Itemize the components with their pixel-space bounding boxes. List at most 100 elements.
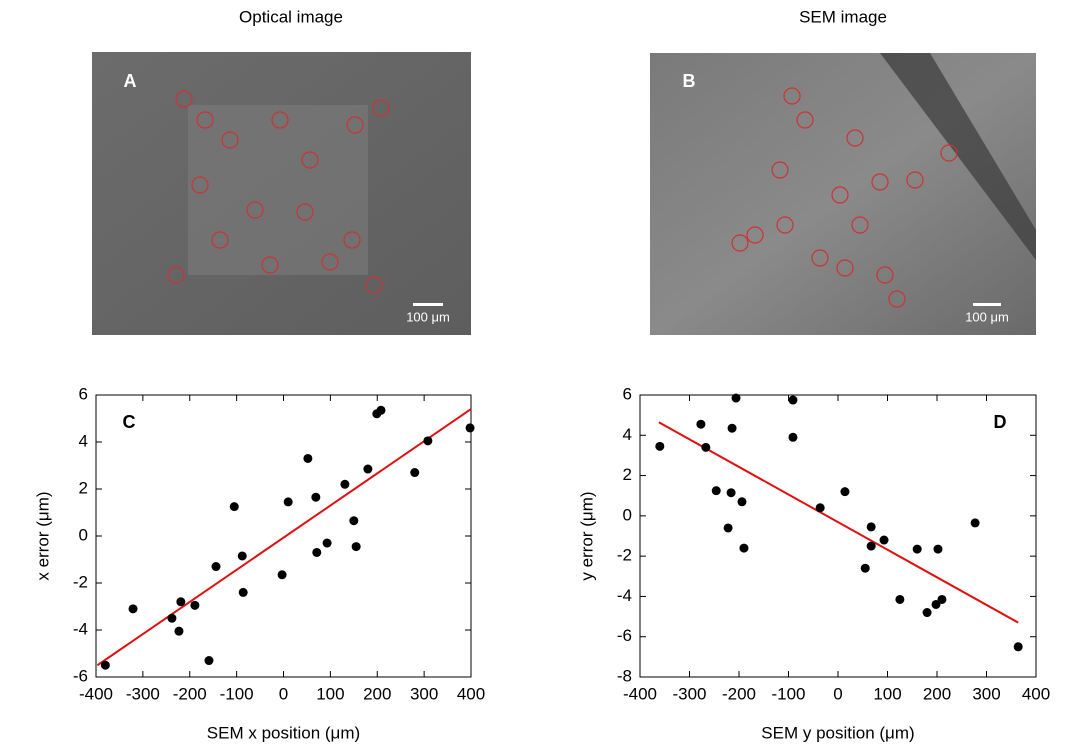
y-tick-label: -6 (617, 626, 632, 645)
point (283, 497, 293, 507)
y-axis-label: x error (μm) (33, 491, 52, 580)
point (655, 441, 665, 451)
panel-label: B (683, 71, 696, 91)
point (312, 547, 322, 557)
x-tick-label: -400 (623, 684, 657, 703)
point (237, 551, 247, 561)
plot-frame (95, 394, 472, 678)
markers (731, 87, 958, 308)
sem-image (650, 53, 1036, 335)
panel-label: C (123, 412, 136, 432)
point (922, 608, 932, 618)
x-tick-label: 400 (1022, 684, 1050, 703)
y-tick-label: -4 (73, 619, 88, 638)
x-tick-label: -300 (126, 684, 160, 703)
point (970, 518, 980, 528)
scale-bar (413, 303, 443, 306)
image-title: SEM image (799, 7, 887, 26)
point (879, 535, 889, 545)
point (465, 423, 475, 433)
point (840, 487, 850, 497)
point (860, 563, 870, 573)
y-tick-label: 4 (623, 425, 632, 444)
point (238, 587, 248, 597)
grid-pattern (188, 105, 368, 275)
point (423, 436, 433, 446)
y-tick-label: 2 (79, 478, 88, 497)
point (128, 604, 138, 614)
point (340, 479, 350, 489)
y-tick-label: 2 (623, 465, 632, 484)
point (866, 541, 876, 551)
point (410, 468, 420, 478)
y-tick-label: -2 (617, 546, 632, 565)
y-tick-label: -6 (73, 666, 88, 685)
y-axis-label: y error (μm) (577, 491, 596, 580)
fit-line (658, 421, 1019, 624)
point (204, 656, 214, 666)
point (866, 522, 876, 532)
point (931, 599, 941, 609)
point (912, 544, 922, 554)
x-tick-label: -200 (722, 684, 756, 703)
point (100, 660, 110, 670)
point (731, 393, 741, 403)
panel-label: D (994, 412, 1007, 432)
fit-line (96, 408, 472, 667)
y-tick-label: 4 (79, 431, 88, 450)
point (737, 497, 747, 507)
x-tick-label: 0 (833, 684, 842, 703)
point (933, 544, 943, 554)
point (727, 423, 737, 433)
point (723, 523, 733, 533)
x-tick-label: 100 (873, 684, 901, 703)
point (167, 613, 177, 623)
point (322, 538, 332, 548)
scale-bar (973, 303, 1001, 306)
plot-frame (639, 394, 1037, 678)
x-tick-label: 0 (279, 684, 288, 703)
x-tick-label: 300 (410, 684, 438, 703)
point (277, 570, 287, 580)
point (190, 600, 200, 610)
point (788, 395, 798, 405)
point (711, 486, 721, 496)
image-title: Optical image (239, 7, 343, 26)
x-tick-label: -100 (771, 684, 805, 703)
y-tick-label: 0 (623, 505, 632, 524)
point (211, 562, 221, 572)
point (363, 464, 373, 474)
x-axis-label: SEM x position (μm) (207, 723, 360, 742)
x-tick-label: 400 (457, 684, 485, 703)
point (696, 419, 706, 429)
y-tick-label: 6 (623, 384, 632, 403)
point (895, 594, 905, 604)
x-tick-label: 200 (923, 684, 951, 703)
point (739, 543, 749, 553)
point (1013, 642, 1023, 652)
point (303, 453, 313, 463)
point (788, 432, 798, 442)
scratch (880, 53, 1036, 260)
y-tick-label: 6 (79, 384, 88, 403)
y-tick-label: 0 (79, 525, 88, 544)
point (376, 405, 386, 415)
point (176, 597, 186, 607)
scale-label: 100 μm (406, 309, 450, 324)
y-tick-label: -2 (73, 572, 88, 591)
x-axis-label: SEM y position (μm) (761, 723, 914, 742)
x-tick-label: -100 (220, 684, 254, 703)
point (701, 442, 711, 452)
point (937, 594, 947, 604)
x-tick-label: 200 (363, 684, 391, 703)
x-tick-label: 100 (316, 684, 344, 703)
y-tick-label: -8 (617, 666, 632, 685)
panel-label: A (124, 71, 137, 91)
point (311, 492, 321, 502)
point (351, 542, 361, 552)
point (815, 503, 825, 513)
markers (167, 90, 390, 294)
x-tick-label: -200 (173, 684, 207, 703)
point (229, 502, 239, 512)
